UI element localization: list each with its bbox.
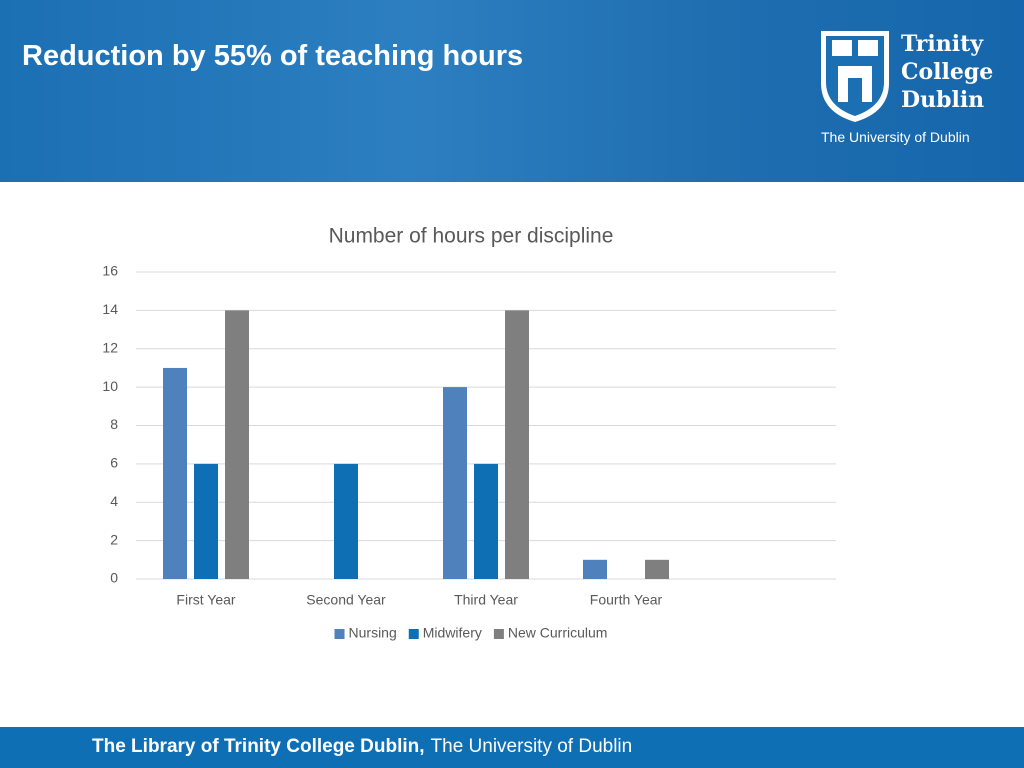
header: Reduction by 55% of teaching hours Trini… [0, 0, 1024, 182]
bar [163, 367, 187, 579]
bar [334, 463, 358, 579]
bar [583, 559, 607, 579]
footer-rest: The University of Dublin [430, 736, 633, 757]
legend-swatch [493, 629, 504, 639]
logo-text: Trinity [901, 31, 984, 57]
bar [443, 387, 467, 579]
footer: The Library of Trinity College Dublin, Th… [0, 727, 1024, 768]
bar [194, 463, 218, 579]
bar [505, 310, 529, 579]
bar [225, 310, 249, 579]
x-tick-label: First Year [176, 592, 235, 608]
y-tick-label: 12 [102, 339, 118, 355]
logo-text: Dublin [901, 87, 985, 113]
footer-bold: The Library of Trinity College Dublin, [92, 736, 425, 757]
x-tick-label: Fourth Year [590, 592, 663, 608]
legend-swatch [334, 629, 345, 639]
x-tick-label: Second Year [306, 592, 386, 608]
logo-shield [821, 31, 889, 122]
y-tick-label: 14 [102, 301, 118, 317]
y-tick-label: 0 [110, 570, 118, 586]
slide-title: Reduction by 55% of teaching hours [22, 40, 524, 72]
chart-title: Number of hours per discipline [329, 225, 614, 248]
legend-label: Midwifery [423, 625, 482, 641]
footer-text: The Library of Trinity College Dublin, Th… [92, 736, 632, 758]
y-tick-label: 16 [102, 263, 118, 279]
y-tick-label: 4 [110, 493, 118, 509]
logo-text: College [901, 59, 994, 85]
legend-swatch [408, 629, 419, 639]
y-tick-label: 6 [110, 455, 118, 471]
y-tick-label: 2 [110, 531, 118, 547]
legend-label: Nursing [349, 625, 397, 641]
chart: Number of hours per discipline 0 2 4 6 8 10 12… [102, 225, 836, 641]
bar [645, 559, 669, 579]
logo-subtitle: The University of Dublin [821, 129, 970, 145]
bar [474, 463, 498, 579]
legend-label: New Curriculum [508, 625, 608, 641]
x-tick-label: Third Year [454, 592, 518, 608]
y-tick-label: 8 [110, 416, 118, 432]
y-tick-label: 10 [102, 378, 118, 394]
